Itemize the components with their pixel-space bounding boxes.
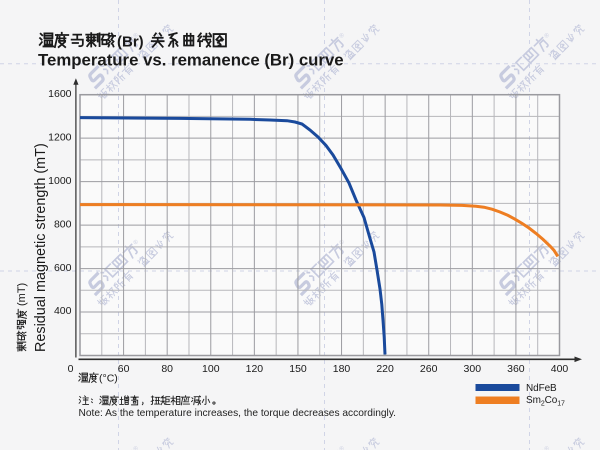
svg-text:60: 60 (118, 363, 130, 375)
svg-text:(Br): (Br) (117, 34, 144, 51)
svg-text:Residual magnetic strength (mT: Residual magnetic strength (mT) (33, 143, 49, 352)
svg-text:180: 180 (333, 363, 351, 375)
svg-text:600: 600 (54, 262, 72, 274)
svg-text:300: 300 (464, 363, 482, 375)
svg-text:®: ® (543, 444, 551, 450)
svg-text:0: 0 (68, 363, 74, 375)
svg-text:®: ® (338, 444, 346, 450)
svg-text:100: 100 (202, 363, 220, 375)
svg-text:(mT): (mT) (16, 283, 28, 306)
svg-text:400: 400 (551, 363, 569, 375)
svg-text:®: ® (132, 238, 140, 246)
svg-text:Sm2Co17: Sm2Co17 (526, 395, 565, 408)
svg-text:120: 120 (246, 363, 264, 375)
svg-text:Temperature vs. remanence (Br): Temperature vs. remanence (Br) curve (38, 51, 344, 70)
svg-text:1600: 1600 (48, 88, 72, 100)
svg-text:150: 150 (289, 363, 307, 375)
svg-text:(°C): (°C) (99, 373, 118, 385)
svg-text:360: 360 (507, 363, 525, 375)
svg-text:NdFeB: NdFeB (526, 383, 557, 394)
svg-text:®: ® (338, 238, 346, 246)
svg-text:Note: As the temperature incre: Note: As the temperature increases, the … (79, 408, 397, 419)
svg-text:®: ® (543, 31, 551, 39)
svg-text:1000: 1000 (48, 175, 72, 187)
svg-text:220: 220 (376, 363, 394, 375)
svg-text:400: 400 (54, 305, 72, 317)
svg-text:1200: 1200 (48, 131, 72, 143)
svg-text:®: ® (132, 31, 140, 39)
svg-text:80: 80 (161, 363, 173, 375)
svg-text:260: 260 (420, 363, 438, 375)
svg-text:®: ® (338, 31, 346, 39)
svg-text:®: ® (132, 444, 140, 450)
svg-text:800: 800 (54, 218, 72, 230)
